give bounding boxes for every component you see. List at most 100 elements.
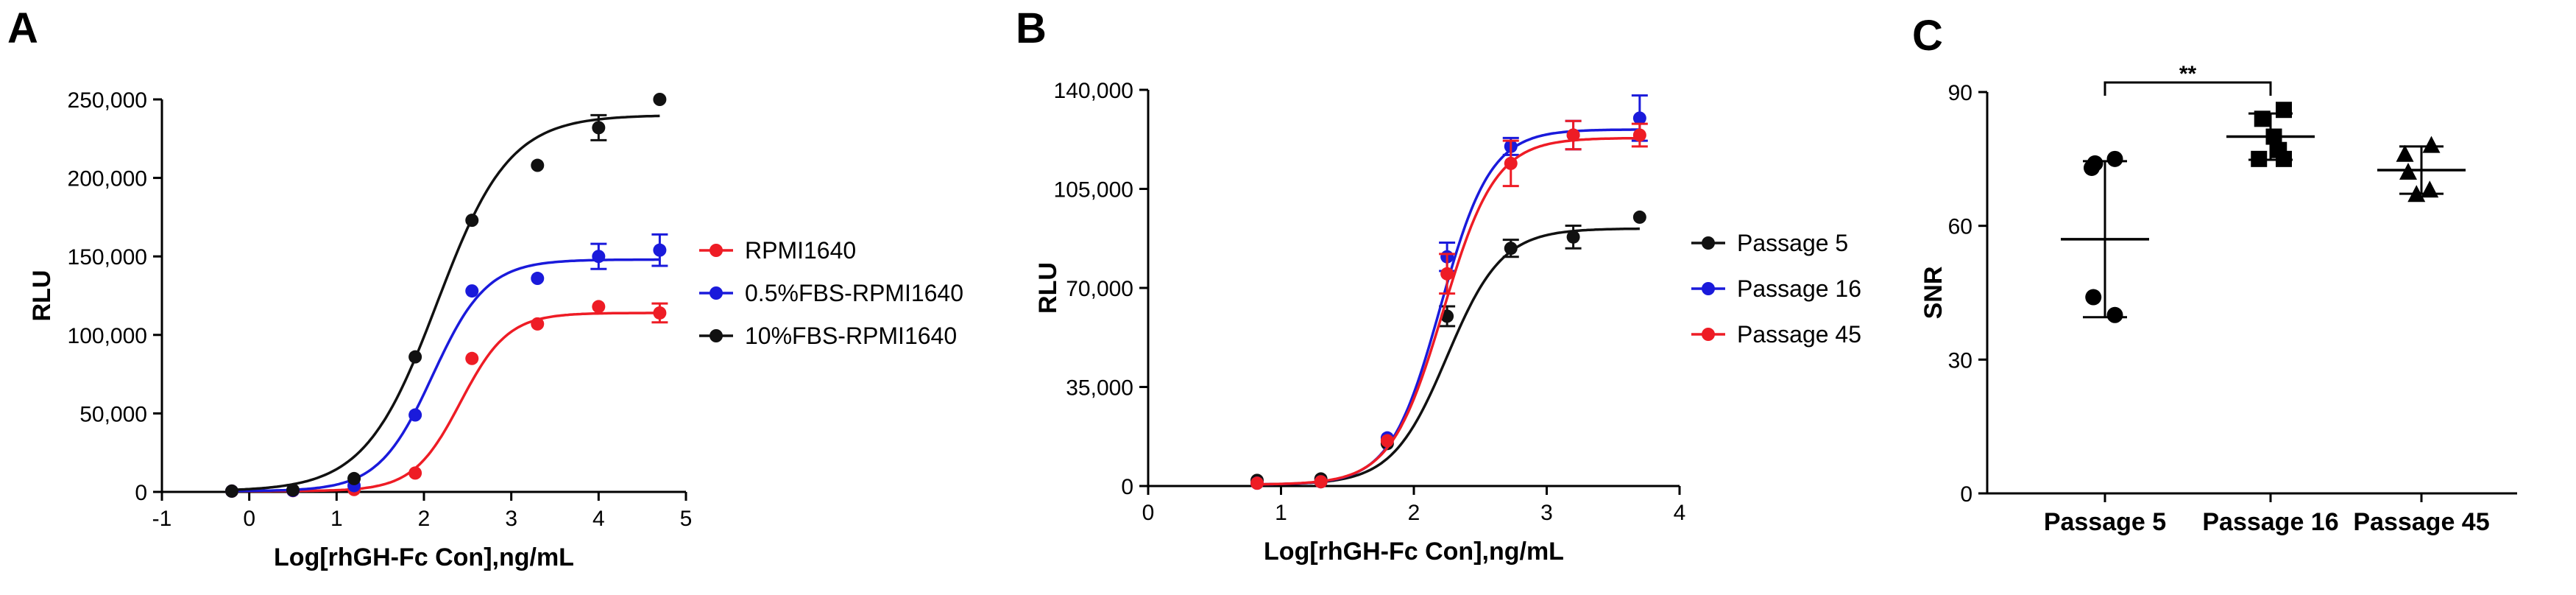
y-tick-label: 150,000	[68, 245, 147, 270]
legend-label: Passage 16	[1737, 275, 1861, 302]
data-point	[2421, 180, 2439, 198]
x-tick-label: 1	[330, 507, 343, 531]
data-point	[1632, 210, 1646, 224]
data-point	[408, 466, 422, 480]
y-tick-label: 0	[1960, 482, 1972, 507]
series-0-5-fbs-rpmi1640	[224, 233, 668, 498]
data-point	[1440, 267, 1454, 281]
y-tick-label: 100,000	[68, 324, 147, 348]
data-point	[465, 351, 479, 365]
y-axis-title: RLU	[28, 270, 56, 322]
data-point	[1632, 128, 1646, 142]
x-tick-label: -1	[152, 507, 172, 531]
y-tick-label: 90	[1948, 81, 1972, 105]
y-tick-label: 70,000	[1066, 277, 1133, 301]
x-tick-label: 2	[418, 507, 431, 531]
x-tick-label: 3	[1540, 501, 1553, 525]
data-point	[592, 121, 606, 135]
y-tick-label: 200,000	[68, 167, 147, 191]
data-point	[1504, 156, 1518, 170]
data-point	[465, 284, 479, 298]
legend-label: 0.5%FBS-RPMI1640	[745, 280, 963, 306]
data-point	[592, 250, 606, 264]
data-point	[465, 214, 479, 228]
data-point	[2276, 102, 2292, 119]
y-axis-title: RLU	[1034, 262, 1062, 314]
data-point	[1566, 128, 1580, 142]
data-point	[531, 158, 545, 172]
fit-curve	[231, 258, 660, 493]
data-point	[1250, 476, 1264, 490]
legend-marker	[1702, 236, 1715, 250]
x-axis-title: Log[rhGH-Fc Con],ng/mL	[1264, 538, 1564, 566]
series-passage-45	[1250, 119, 1648, 490]
group-passage-45	[2377, 135, 2466, 203]
x-category-label: Passage 16	[2202, 508, 2338, 536]
x-tick-label: 3	[505, 507, 517, 531]
data-point	[1314, 475, 1328, 489]
x-tick-label: 5	[680, 507, 693, 531]
data-point	[2254, 110, 2271, 127]
data-point	[1632, 111, 1646, 125]
data-point	[1380, 434, 1394, 448]
data-point	[1566, 230, 1580, 244]
legend-marker	[710, 329, 723, 342]
panel-letter-a: A	[7, 4, 38, 52]
group-passage-16	[2226, 102, 2315, 167]
data-point	[408, 350, 422, 364]
x-category-label: Passage 5	[2044, 508, 2166, 536]
panel-letter-b: B	[1016, 4, 1047, 52]
series-rpmi1640	[224, 300, 668, 498]
data-point	[653, 93, 667, 106]
panel-c-chart: 0 30 60 90 Passage 5 Passage 16 Passage 45 SNR *…	[1919, 62, 2517, 536]
data-point	[2087, 155, 2103, 172]
x-tick-label: 4	[592, 507, 605, 531]
data-point	[224, 484, 238, 498]
data-point	[531, 317, 545, 331]
x-tick-label: 4	[1674, 501, 1686, 525]
y-tick-label: 30	[1948, 348, 1972, 373]
significance-bracket	[2103, 81, 2272, 96]
fit-curve	[231, 311, 660, 493]
data-point	[2422, 135, 2441, 153]
data-point	[531, 272, 545, 286]
y-tick-label: 50,000	[79, 402, 147, 426]
x-axis-title: Log[rhGH-Fc Con],ng/mL	[274, 543, 574, 571]
legend-label: RPMI1640	[745, 237, 856, 264]
legend-marker	[1702, 328, 1715, 341]
data-point	[592, 300, 606, 314]
x-tick-label: 2	[1408, 501, 1420, 525]
panel-b-chart: 0 35,000 70,000 105,000 140,000 0 1 2 3 4 Log[rhGH…	[1034, 79, 1861, 566]
data-point	[1504, 242, 1518, 256]
data-point	[408, 408, 422, 422]
y-tick-label: 250,000	[68, 88, 147, 113]
significance-label: **	[2179, 62, 2197, 86]
legend-label: 10%FBS-RPMI1640	[745, 323, 957, 349]
data-point	[2106, 306, 2123, 323]
legend-marker	[1702, 282, 1715, 295]
x-tick-label: 1	[1275, 501, 1287, 525]
legend-marker	[710, 244, 723, 257]
panel-letter-c: C	[1912, 12, 1943, 60]
series-10-fbs-rpmi1640	[224, 93, 667, 498]
y-tick-label: 35,000	[1066, 376, 1133, 401]
x-tick-label: 0	[1142, 501, 1155, 525]
legend-label: Passage 45	[1737, 321, 1861, 348]
data-point	[653, 243, 667, 257]
x-tick-label: 0	[243, 507, 255, 531]
y-tick-label: 140,000	[1054, 79, 1133, 103]
y-tick-label: 60	[1948, 215, 1972, 239]
data-point	[2085, 289, 2102, 306]
data-point	[347, 471, 361, 485]
y-tick-label: 0	[135, 481, 147, 505]
fit-curve	[231, 114, 660, 491]
y-tick-label: 0	[1121, 475, 1133, 499]
fit-curve	[1257, 227, 1640, 486]
y-axis-title: SNR	[1919, 267, 1947, 320]
y-tick-label: 105,000	[1054, 178, 1133, 203]
legend-marker	[710, 286, 723, 300]
data-point	[653, 306, 667, 320]
data-point	[286, 483, 300, 497]
